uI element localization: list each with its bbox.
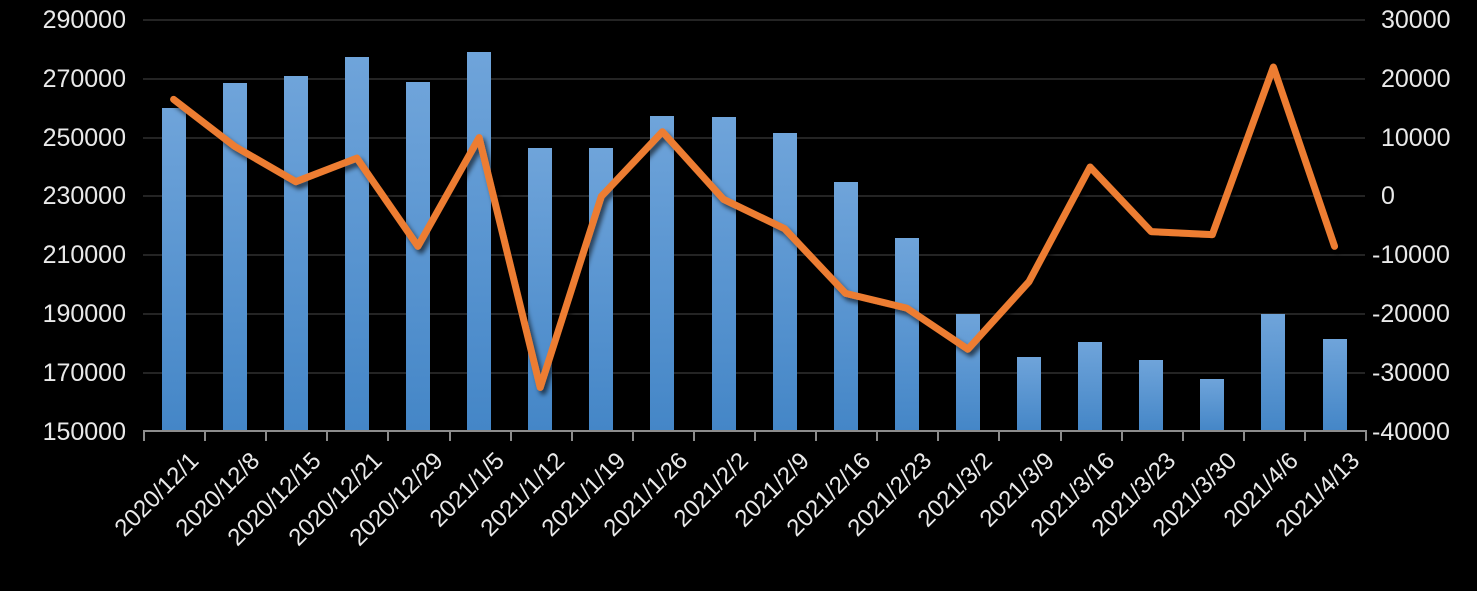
right-axis-tick-label: -40000 (1372, 417, 1450, 446)
left-axis-tick-label: 170000 (42, 358, 126, 387)
bar-weekly-level (222, 83, 247, 432)
bar-weekly-level (1200, 378, 1225, 432)
axis-tick-mark (876, 431, 879, 441)
axis-tick-mark (143, 431, 145, 441)
right-axis-tick-label: 20000 (1381, 64, 1451, 93)
bar-weekly-level (772, 133, 797, 432)
right-axis-tick-label: 10000 (1381, 123, 1451, 152)
bar-weekly-level (344, 56, 369, 432)
bar-weekly-level (528, 147, 553, 432)
axis-tick-mark (692, 431, 695, 441)
axis-tick-mark (631, 431, 634, 441)
left-axis-tick-label: 210000 (42, 241, 126, 270)
left-axis-tick-label: 250000 (42, 123, 126, 152)
left-axis-tick-label: 230000 (42, 182, 126, 211)
gridline (143, 136, 1365, 139)
right-axis-tick-label: -30000 (1372, 358, 1450, 387)
left-axis-tick-label: 150000 (42, 417, 126, 446)
gridline (143, 371, 1365, 374)
bar-weekly-level (1261, 313, 1286, 432)
axis-tick-mark (1303, 431, 1306, 441)
bar-weekly-level (1139, 359, 1164, 432)
bar-weekly-level (161, 108, 186, 432)
axis-tick-mark (937, 431, 940, 441)
bar-weekly-level (1322, 338, 1347, 432)
bar-weekly-level (711, 117, 736, 432)
right-axis-tick-label: -20000 (1372, 299, 1450, 328)
right-axis-tick-label: -10000 (1372, 241, 1450, 270)
axis-tick-mark (1242, 431, 1245, 441)
bar-weekly-level (467, 52, 492, 432)
left-axis-tick-label: 190000 (42, 299, 126, 328)
bar-weekly-level (405, 81, 430, 432)
gridline (143, 77, 1365, 80)
x-axis-line (143, 429, 1367, 432)
axis-tick-mark (387, 431, 390, 441)
axis-tick-mark (448, 431, 451, 441)
right-axis-tick-label: 0 (1381, 182, 1395, 211)
axis-tick-mark (754, 431, 756, 441)
gridline (143, 19, 1365, 21)
axis-tick-mark (1120, 431, 1123, 441)
bar-weekly-level (833, 181, 858, 432)
axis-tick-mark (815, 431, 818, 441)
axis-tick-mark (265, 431, 268, 441)
axis-tick-mark (326, 431, 329, 441)
bar-weekly-level (1078, 341, 1103, 432)
bar-weekly-level (1017, 356, 1041, 432)
bar-weekly-level (283, 75, 308, 432)
axis-tick-mark (1365, 431, 1367, 441)
bar-weekly-level (894, 237, 919, 432)
left-axis-tick-label: 270000 (42, 64, 126, 93)
axis-tick-mark (204, 431, 207, 441)
axis-tick-mark (1181, 431, 1184, 441)
right-axis-tick-label: 30000 (1381, 6, 1451, 34)
axis-tick-mark (509, 431, 512, 441)
left-axis-tick-label: 290000 (42, 6, 126, 34)
gridline (143, 254, 1365, 257)
gridline (143, 195, 1365, 198)
axis-tick-mark (570, 431, 573, 441)
bar-weekly-level (955, 313, 980, 432)
axis-tick-mark (998, 431, 1001, 441)
gridline (143, 312, 1365, 315)
axis-tick-mark (1059, 431, 1062, 441)
bar-weekly-level (589, 147, 614, 432)
bar-weekly-level (650, 115, 675, 432)
